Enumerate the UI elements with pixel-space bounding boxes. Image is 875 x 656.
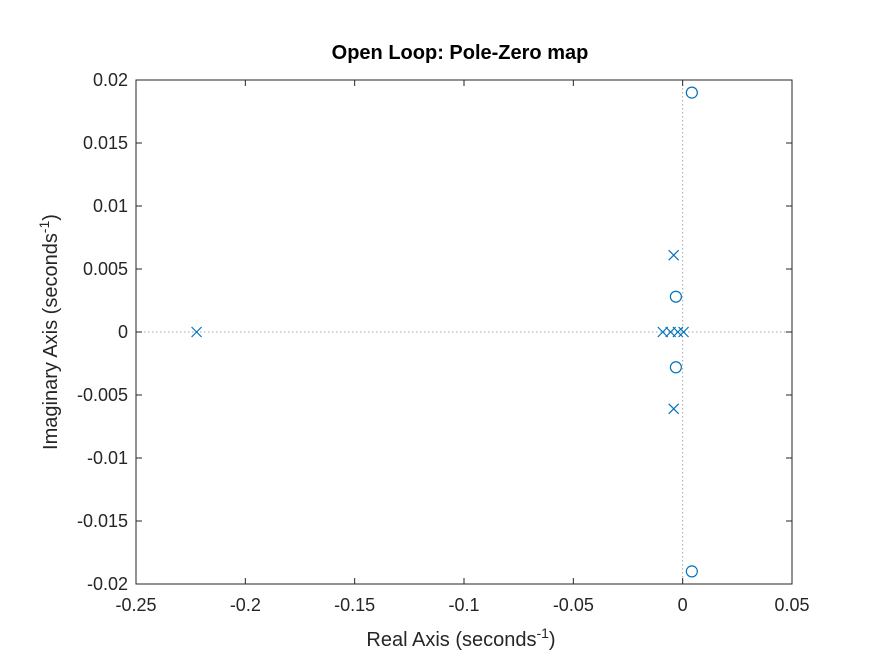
x-tick-label: -0.2 — [230, 595, 261, 615]
x-tick-label: -0.05 — [553, 595, 594, 615]
pole-marker-stroke — [672, 326, 684, 338]
chart-title: Open Loop: Pole-Zero map — [332, 42, 589, 64]
y-axis-label-close: ) — [40, 214, 62, 221]
x-axis-label-main: Real Axis (seconds — [366, 629, 536, 651]
y-axis-label-main: Imaginary Axis (seconds — [40, 233, 62, 450]
pole-zero-markers — [191, 86, 698, 578]
zero-marker — [669, 290, 682, 303]
pole-marker — [191, 326, 202, 338]
x-axis-label-superscript: -1 — [536, 625, 549, 641]
y-tick-label: -0.01 — [87, 448, 128, 468]
y-tick-label: -0.005 — [77, 385, 128, 405]
x-tick-label: -0.25 — [115, 595, 156, 615]
zero-marker — [669, 361, 682, 374]
x-tick-label: 0.05 — [774, 595, 809, 615]
axis-ticks — [135, 79, 793, 585]
y-tick-label: 0.02 — [93, 70, 128, 90]
y-tick-label: 0.01 — [93, 196, 128, 216]
zero-marker — [685, 565, 698, 578]
pole-marker-stroke — [678, 326, 689, 338]
pole-marker — [672, 326, 684, 338]
pole-marker — [668, 403, 680, 415]
y-axis-label: Imaginary Axis (seconds-1) — [36, 214, 62, 450]
y-tick-label: -0.015 — [77, 511, 128, 531]
pole-marker-stroke — [668, 403, 680, 415]
x-tick-label: -0.15 — [334, 595, 375, 615]
pole-marker — [668, 249, 680, 261]
y-tick-labels: -0.02 -0.015 -0.01 -0.005 0 0.005 0.01 0.015 0.0… — [77, 70, 128, 594]
pole-marker-stroke — [668, 249, 680, 261]
zero-marker — [685, 86, 698, 99]
y-tick-label: 0.015 — [83, 133, 128, 153]
x-tick-label: 0 — [678, 595, 688, 615]
x-axis-label-close: ) — [549, 629, 556, 651]
y-tick-label: -0.02 — [87, 574, 128, 594]
plot-area — [135, 79, 793, 585]
y-axis-label-superscript: -1 — [36, 221, 52, 234]
pole-marker-stroke — [191, 326, 202, 338]
pole-marker — [657, 326, 669, 338]
pole-marker — [678, 326, 689, 338]
pole-marker-stroke — [657, 326, 669, 338]
x-axis-label: Real Axis (seconds-1) — [366, 625, 555, 651]
x-tick-labels: -0.25 -0.2 -0.15 -0.1 -0.05 0 0.05 — [115, 595, 809, 615]
y-tick-label: 0.005 — [83, 259, 128, 279]
x-tick-label: -0.1 — [448, 595, 479, 615]
y-tick-label: 0 — [118, 322, 128, 342]
